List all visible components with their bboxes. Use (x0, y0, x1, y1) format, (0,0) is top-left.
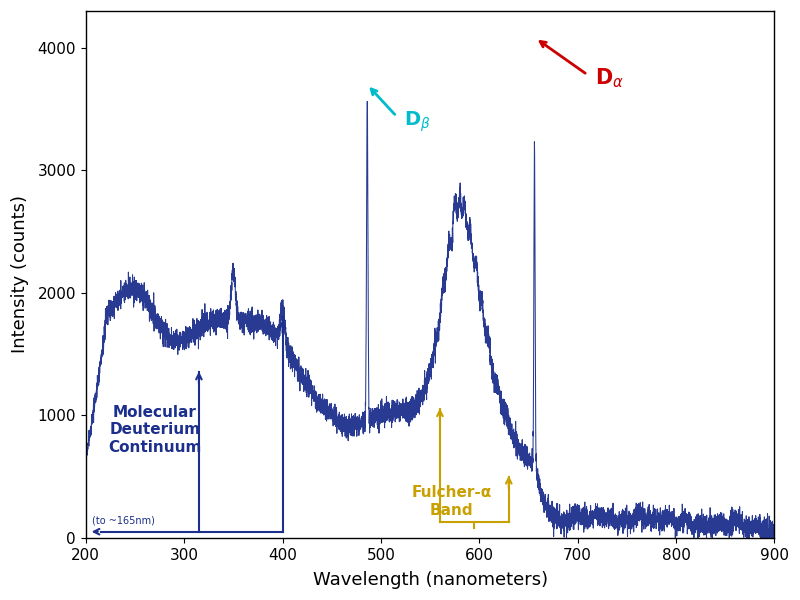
Text: D$_\alpha$: D$_\alpha$ (595, 67, 624, 90)
Text: (to ~165nm): (to ~165nm) (92, 515, 154, 526)
Text: D$_\beta$: D$_\beta$ (403, 109, 430, 134)
Text: Molecular
Deuterium
Continuum: Molecular Deuterium Continuum (108, 405, 202, 455)
X-axis label: Wavelength (nanometers): Wavelength (nanometers) (313, 571, 548, 589)
Y-axis label: Intensity (counts): Intensity (counts) (11, 196, 29, 353)
Text: Fulcher-α
Band: Fulcher-α Band (412, 485, 492, 518)
